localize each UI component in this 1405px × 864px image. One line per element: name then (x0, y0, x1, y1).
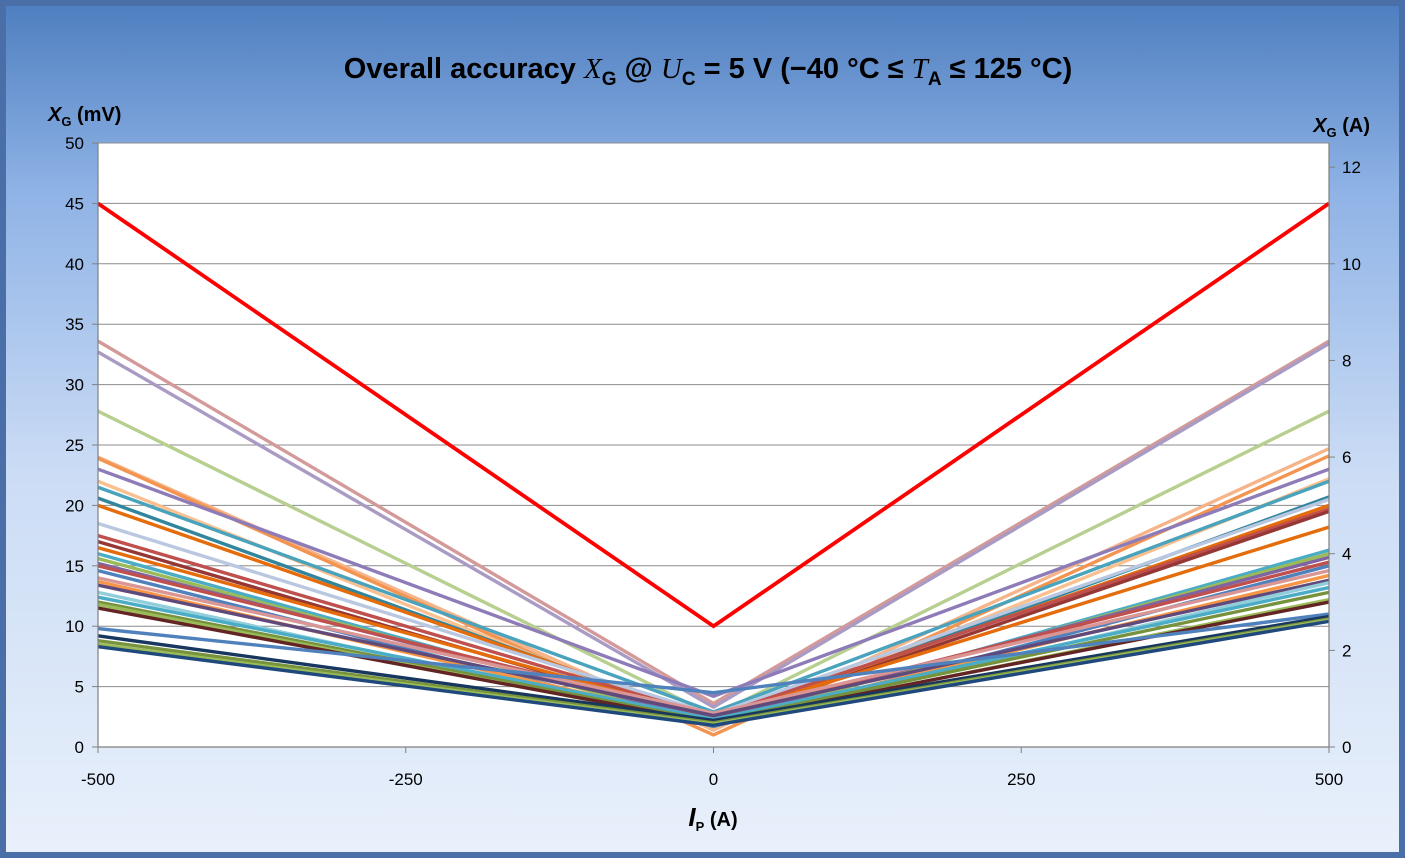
limit-line (96, 201, 1331, 629)
x-tick-label: -250 (389, 770, 423, 789)
x-tick-label: 0 (709, 770, 718, 789)
series-line (97, 619, 1330, 727)
series-line (97, 339, 1330, 706)
y-left-tick-label: 40 (65, 255, 84, 274)
series-line (97, 447, 1330, 732)
series-line (97, 568, 1330, 715)
x-axis-label: IP (A) (688, 802, 737, 834)
y-right-tick-label: 0 (1342, 738, 1351, 757)
y-left-tick-label: 10 (65, 617, 84, 636)
series-line (97, 578, 1330, 718)
limit-line-group (96, 201, 1331, 629)
series-line (97, 612, 1330, 695)
y-right-tick-label: 10 (1342, 255, 1361, 274)
x-tick-label: 500 (1315, 770, 1343, 789)
y-left-tick-label: 5 (75, 678, 84, 697)
y-left-tick-label: 25 (65, 436, 84, 455)
series-line (97, 467, 1330, 698)
chart-svg: Overall accuracy XG @ UC = 5 V (−40 °C ≤… (47, 53, 1370, 834)
series-line (97, 342, 1330, 709)
y-left-tick-label: 0 (75, 738, 84, 757)
y-left-tick-label: 30 (65, 376, 84, 395)
y-left-axis-label: XG (mV) (47, 104, 121, 129)
y-right-tick-label: 6 (1342, 448, 1351, 467)
chart-title: Overall accuracy XG @ UC = 5 V (−40 °C ≤… (344, 53, 1073, 90)
y-right-tick-label: 12 (1342, 158, 1361, 177)
y-right-axis-label: XG (A) (1312, 115, 1370, 140)
x-tick-label: 250 (1007, 770, 1035, 789)
y-left-tick-label: 15 (65, 557, 84, 576)
y-left-tick-label: 50 (65, 134, 84, 153)
y-right-tick-label: 2 (1342, 641, 1351, 660)
x-tick-label: -500 (81, 770, 115, 789)
y-left-tick-label: 20 (65, 496, 84, 515)
y-left-tick-label: 45 (65, 194, 84, 213)
axes (92, 142, 1335, 753)
y-right-tick-label: 4 (1342, 545, 1351, 564)
series-line (97, 454, 1330, 737)
y-left-tick-label: 35 (65, 315, 84, 334)
series-lines (97, 339, 1330, 737)
y-right-tick-label: 8 (1342, 351, 1351, 370)
series-line (97, 614, 1330, 723)
